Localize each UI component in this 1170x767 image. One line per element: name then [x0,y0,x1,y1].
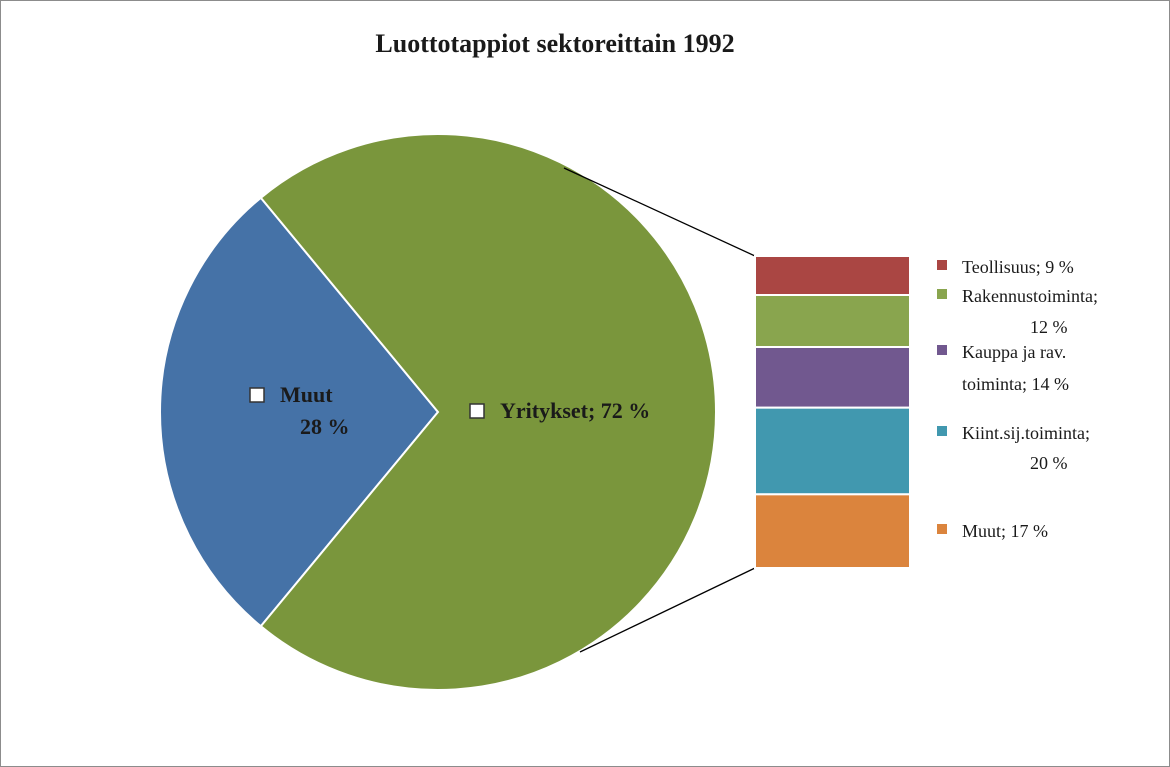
legend-label: 12 % [1030,317,1068,337]
legend-key [937,524,947,534]
bar-segment [754,493,911,570]
pie-slice [158,196,440,628]
legend-label: Kauppa ja rav. [962,342,1066,362]
pie-label: Yritykset; 72 % [500,398,650,423]
legend-key [937,260,947,270]
legend-key [937,345,947,355]
legend-label: Kiint.sij.toiminta; [962,423,1090,443]
label-key [249,387,265,403]
legend-key [937,426,947,436]
legend-label: 20 % [1030,453,1068,473]
pie-label: Muut [280,382,333,407]
pie-slice [259,133,717,691]
pie-label: 28 % [300,414,350,439]
legend-label: Rakennustoiminta; [962,286,1098,306]
bar-segment [754,406,911,496]
bar-segment [754,294,911,348]
connector [563,167,756,257]
legend-label: Teollisuus; 9 % [962,257,1074,277]
chart-title: Luottotappiot sektoreittain 1992 [375,29,734,58]
bar-segment [754,346,911,409]
label-key [469,403,485,419]
legend-label: Muut; 17 % [962,521,1048,541]
connector [579,567,756,653]
bar-segment [754,255,911,296]
legend-label: toiminta; 14 % [962,374,1069,394]
legend-key [937,289,947,299]
